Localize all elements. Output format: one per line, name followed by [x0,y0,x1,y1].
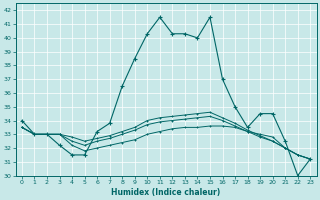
X-axis label: Humidex (Indice chaleur): Humidex (Indice chaleur) [111,188,221,197]
